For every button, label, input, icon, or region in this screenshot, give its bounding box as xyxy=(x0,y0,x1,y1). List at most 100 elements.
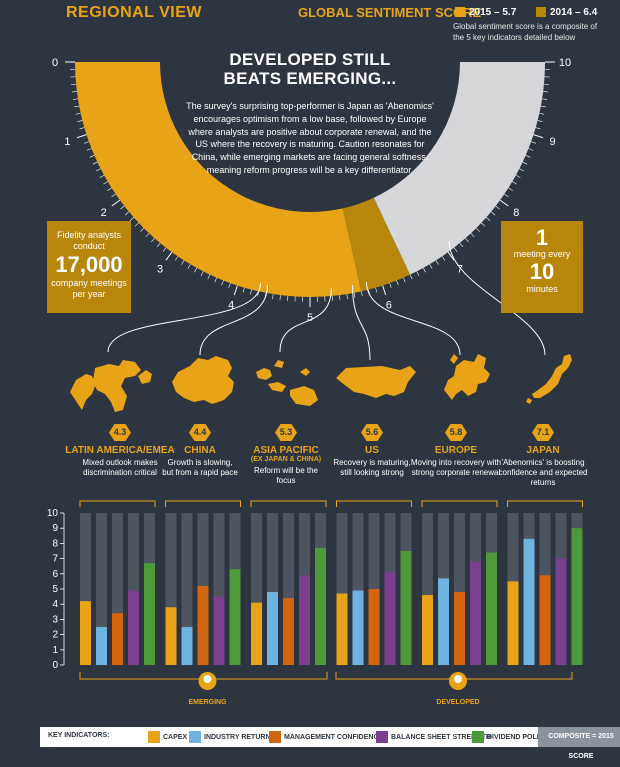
gauge-tick xyxy=(100,175,104,177)
center-title-line1: DEVELOPED STILL xyxy=(215,50,405,69)
region-connector xyxy=(200,285,267,355)
gauge-tick xyxy=(78,120,83,121)
gauge-tick xyxy=(112,200,120,206)
region-connector xyxy=(366,282,460,355)
gauge-tick xyxy=(528,149,533,151)
gauge-tick xyxy=(523,162,528,164)
bar-balance-sheet-strength xyxy=(128,591,139,665)
gauge-tick xyxy=(526,155,531,157)
bar-management-confidence xyxy=(283,598,294,665)
frequency-line2: minutes xyxy=(501,284,583,295)
group-label: EMERGING xyxy=(188,699,227,706)
gauge-tick xyxy=(347,294,348,299)
gauge-tick xyxy=(454,248,457,252)
gauge-tick xyxy=(354,293,355,298)
gauge-tick xyxy=(512,182,516,185)
gauge-tick xyxy=(542,99,547,100)
gauge-tick-label: 8 xyxy=(513,207,519,219)
center-body: The survey's surprising top-performer is… xyxy=(183,100,437,177)
gauge-tick xyxy=(166,252,172,260)
bar-management-confidence xyxy=(198,586,209,665)
region-score: 4.4 xyxy=(189,424,211,441)
bar-dividend-policy xyxy=(486,553,497,665)
region-name: JAPAN xyxy=(488,445,598,456)
gauge-tick xyxy=(361,291,362,296)
gauge-tick xyxy=(465,238,468,242)
y-tick-label: 4 xyxy=(52,599,58,610)
key-swatch xyxy=(376,731,388,743)
gauge-tick xyxy=(229,283,231,288)
gauge-tick-label: 1 xyxy=(64,136,70,148)
gauge-tick xyxy=(430,264,433,268)
y-tick-label: 10 xyxy=(47,508,59,519)
emerging-icon xyxy=(204,675,212,683)
y-tick-label: 0 xyxy=(52,660,58,671)
bar-balance-sheet-strength xyxy=(299,575,310,665)
gauge-tick xyxy=(250,290,251,295)
gauge-tick xyxy=(77,135,87,138)
asia-pacific-map xyxy=(256,360,318,406)
gauge-tick xyxy=(107,188,111,191)
gauge-tick xyxy=(125,212,129,215)
gauge-tick xyxy=(72,91,77,92)
gauge-tick xyxy=(201,271,203,275)
region-desc: Reform will be the focus xyxy=(251,466,321,486)
gauge-tick xyxy=(175,256,178,260)
gauge-tick xyxy=(539,113,544,114)
region-top-bracket xyxy=(337,501,412,507)
group-label: DEVELOPED xyxy=(436,699,479,706)
center-title-line2: BEATS EMERGING... xyxy=(215,69,405,88)
bar-capex xyxy=(422,595,433,665)
gauge-tick xyxy=(500,200,508,206)
gauge-tick xyxy=(188,264,191,268)
y-tick-label: 8 xyxy=(52,538,58,549)
gauge-tick xyxy=(135,223,139,226)
japan-map xyxy=(526,354,572,404)
gauge-tick xyxy=(194,268,196,272)
gauge-tick-label: 10 xyxy=(559,57,571,69)
gauge-tick xyxy=(112,194,116,197)
gauge-tick xyxy=(390,283,392,288)
gauge-tick xyxy=(538,120,543,121)
gauge-tick xyxy=(146,233,149,237)
bar-management-confidence xyxy=(540,575,551,665)
gauge-tick xyxy=(519,169,523,171)
meetings-count: 17,000 xyxy=(47,252,131,278)
bar-industry-returns xyxy=(353,591,364,665)
gauge-tick xyxy=(442,256,445,260)
latam-emea-map xyxy=(70,360,152,412)
bar-capex xyxy=(251,603,262,665)
gauge-tick xyxy=(163,248,166,252)
gauge-tick xyxy=(410,275,412,280)
europe-map xyxy=(444,354,490,400)
gauge-tick xyxy=(397,280,399,285)
region-score: 7.1 xyxy=(532,424,554,441)
region-top-bracket xyxy=(508,501,583,507)
frequency-big2: 10 xyxy=(501,260,583,284)
bar-dividend-policy xyxy=(315,548,326,665)
key-label: INDUSTRY RETURNS xyxy=(204,734,275,741)
bar-management-confidence xyxy=(454,592,465,665)
gauge-tick xyxy=(96,169,100,171)
center-title: DEVELOPED STILL BEATS EMERGING... xyxy=(215,50,405,88)
bar-dividend-policy xyxy=(230,569,241,665)
bar-balance-sheet-strength xyxy=(214,597,225,665)
gauge-tick xyxy=(234,285,237,295)
bar-capex xyxy=(337,594,348,665)
us-map xyxy=(336,366,416,398)
gauge-tick xyxy=(140,228,144,232)
bar-balance-sheet-strength xyxy=(385,572,396,665)
bar-industry-returns xyxy=(267,592,278,665)
y-tick-label: 2 xyxy=(52,630,58,641)
gauge-tick xyxy=(516,175,520,177)
gauge-tick xyxy=(93,162,98,164)
bar-capex xyxy=(80,601,91,665)
gauge-tick-label: 5 xyxy=(307,312,313,324)
gauge-tick-label: 9 xyxy=(549,136,555,148)
bar-balance-sheet-strength xyxy=(556,559,567,665)
gauge-tick-label: 0 xyxy=(52,57,58,69)
gauge-tick xyxy=(383,285,386,295)
bar-industry-returns xyxy=(438,578,449,665)
gauge-tick xyxy=(120,206,124,209)
developed-icon xyxy=(454,675,462,683)
